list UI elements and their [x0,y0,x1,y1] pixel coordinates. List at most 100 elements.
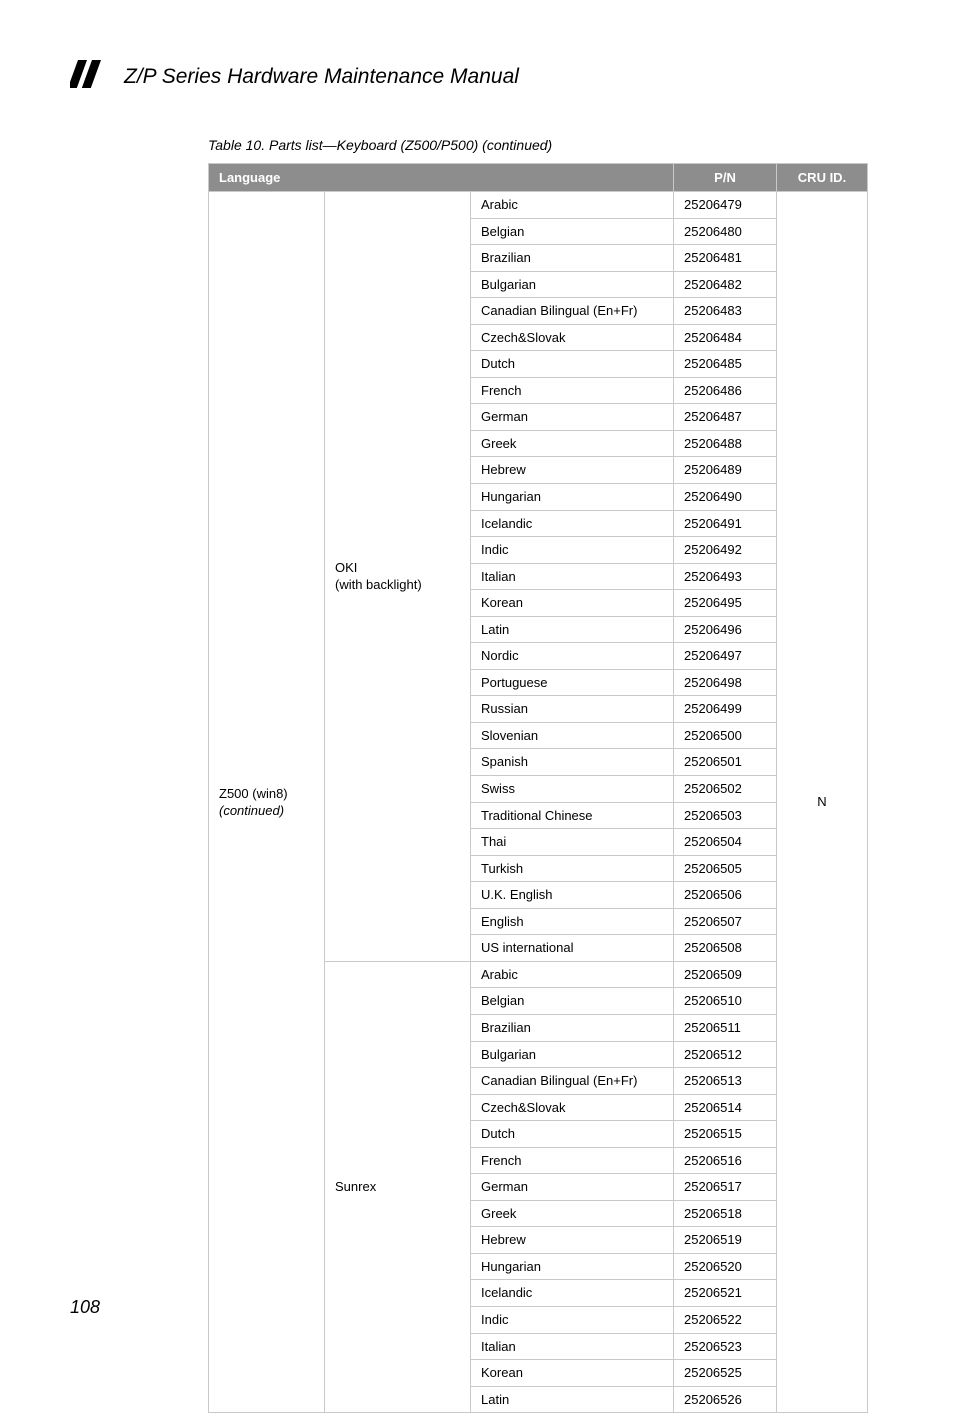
pn-cell: 25206525 [674,1360,777,1387]
col-pn: P/N [674,164,777,192]
language-cell: Bulgarian [471,1041,674,1068]
pn-cell: 25206491 [674,510,777,537]
language-cell: German [471,404,674,431]
page: Z/P Series Hardware Maintenance Manual T… [0,0,954,1354]
pn-cell: 25206484 [674,324,777,351]
pn-cell: 25206510 [674,988,777,1015]
language-cell: Hungarian [471,484,674,511]
pn-cell: 25206526 [674,1386,777,1413]
pn-cell: 25206509 [674,961,777,988]
language-cell: Latin [471,616,674,643]
language-cell: Canadian Bilingual (En+Fr) [471,298,674,325]
pn-cell: 25206511 [674,1014,777,1041]
pn-cell: 25206506 [674,882,777,909]
pn-cell: 25206482 [674,271,777,298]
language-cell: Greek [471,430,674,457]
pn-cell: 25206516 [674,1147,777,1174]
model-sub: (continued) [219,803,284,818]
language-cell: Czech&Slovak [471,324,674,351]
pn-cell: 25206508 [674,935,777,962]
pn-cell: 25206499 [674,696,777,723]
language-cell: Icelandic [471,1280,674,1307]
cru-cell: N [777,192,868,1413]
page-header: Z/P Series Hardware Maintenance Manual [70,60,884,93]
language-cell: Swiss [471,776,674,803]
pn-cell: 25206483 [674,298,777,325]
language-cell: Dutch [471,351,674,378]
table-caption: Table 10. Parts list—Keyboard (Z500/P500… [208,137,884,153]
model-name: Z500 (win8) [219,785,314,803]
language-cell: Czech&Slovak [471,1094,674,1121]
language-cell: Traditional Chinese [471,802,674,829]
language-cell: Korean [471,1360,674,1387]
language-cell: Indic [471,1306,674,1333]
language-cell: Thai [471,829,674,856]
language-cell: Dutch [471,1121,674,1148]
pn-cell: 25206522 [674,1306,777,1333]
pn-cell: 25206520 [674,1253,777,1280]
pn-cell: 25206512 [674,1041,777,1068]
pn-cell: 25206504 [674,829,777,856]
manufacturer-name: Sunrex [335,1178,460,1196]
pn-cell: 25206500 [674,722,777,749]
pn-cell: 25206488 [674,430,777,457]
pn-cell: 25206517 [674,1174,777,1201]
language-cell: Brazilian [471,1014,674,1041]
language-cell: Hebrew [471,457,674,484]
language-cell: Italian [471,1333,674,1360]
parts-table: Language P/N CRU ID. Z500 (win8)(continu… [208,163,868,1413]
language-cell: Indic [471,537,674,564]
language-cell: English [471,908,674,935]
pn-cell: 25206485 [674,351,777,378]
pn-cell: 25206503 [674,802,777,829]
language-cell: Russian [471,696,674,723]
language-cell: U.K. English [471,882,674,909]
language-cell: Arabic [471,192,674,219]
col-cru: CRU ID. [777,164,868,192]
language-cell: Brazilian [471,245,674,272]
language-cell: Belgian [471,988,674,1015]
pn-cell: 25206502 [674,776,777,803]
model-cell: Z500 (win8)(continued) [209,192,325,1413]
pn-cell: 25206480 [674,218,777,245]
doc-title: Z/P Series Hardware Maintenance Manual [124,65,519,89]
pn-cell: 25206513 [674,1068,777,1095]
language-cell: Hebrew [471,1227,674,1254]
brand-logo-icon [70,60,116,93]
table-header-row: Language P/N CRU ID. [209,164,868,192]
pn-cell: 25206514 [674,1094,777,1121]
language-cell: Greek [471,1200,674,1227]
language-cell: Spanish [471,749,674,776]
pn-cell: 25206498 [674,669,777,696]
page-number: 108 [70,1297,100,1318]
pn-cell: 25206518 [674,1200,777,1227]
pn-cell: 25206487 [674,404,777,431]
pn-cell: 25206493 [674,563,777,590]
language-cell: Korean [471,590,674,617]
manufacturer-cell: OKI(with backlight) [325,192,471,962]
pn-cell: 25206505 [674,855,777,882]
language-cell: Arabic [471,961,674,988]
pn-cell: 25206495 [674,590,777,617]
language-cell: German [471,1174,674,1201]
pn-cell: 25206479 [674,192,777,219]
language-cell: Canadian Bilingual (En+Fr) [471,1068,674,1095]
language-cell: French [471,1147,674,1174]
pn-cell: 25206519 [674,1227,777,1254]
language-cell: Slovenian [471,722,674,749]
table-row: Z500 (win8)(continued)OKI(with backlight… [209,192,868,219]
language-cell: Bulgarian [471,271,674,298]
pn-cell: 25206497 [674,643,777,670]
language-cell: Turkish [471,855,674,882]
pn-cell: 25206523 [674,1333,777,1360]
language-cell: Nordic [471,643,674,670]
language-cell: Hungarian [471,1253,674,1280]
language-cell: Portuguese [471,669,674,696]
pn-cell: 25206515 [674,1121,777,1148]
pn-cell: 25206501 [674,749,777,776]
language-cell: Belgian [471,218,674,245]
pn-cell: 25206489 [674,457,777,484]
pn-cell: 25206486 [674,377,777,404]
language-cell: Italian [471,563,674,590]
language-cell: Latin [471,1386,674,1413]
